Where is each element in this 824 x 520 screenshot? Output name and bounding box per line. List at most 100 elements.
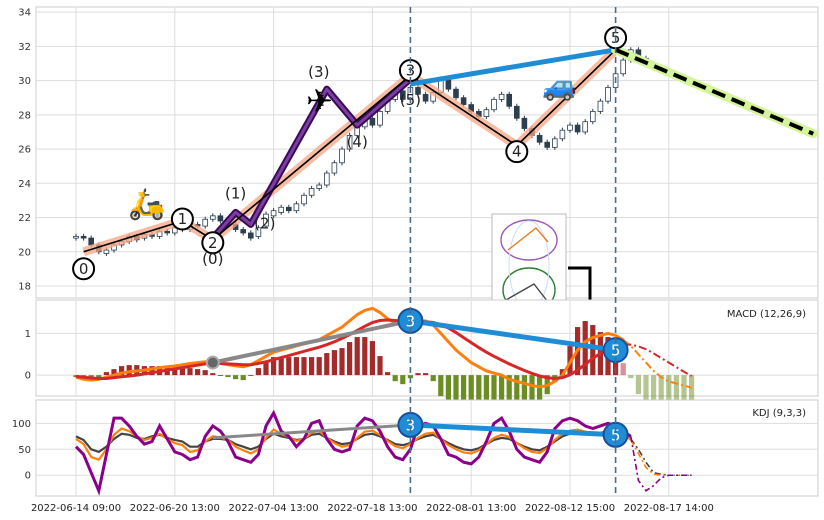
primary-wave-label: 2 [208,234,218,252]
macd-histogram-bar [286,357,292,376]
candle-body [247,232,254,239]
macd-histogram-bar [453,375,459,418]
macd-histogram-bar [423,373,429,376]
candle-body [217,215,224,222]
y-tick-label: 50 [18,445,31,456]
macd-histogram-bar [415,373,421,376]
x-tick-label: 2022-08-01 13:00 [426,503,516,514]
intermediate-wave-label: (4) [347,133,368,151]
x-tick-label: 2022-07-18 13:00 [327,503,417,514]
macd-histogram-bar [673,375,679,415]
candle-body [331,162,338,174]
macd-histogram-bar [255,368,261,376]
candle-body [88,237,95,246]
macd-histogram-bar [309,357,315,376]
macd-histogram-bar [126,365,132,376]
y-tick-label: 26 [18,145,31,156]
y-tick-label: 18 [18,282,31,293]
macd-histogram-bar [651,375,657,418]
x-tick-label: 2022-08-17 14:00 [624,503,714,514]
candle-body [559,129,566,140]
macd-histogram-bar [354,337,360,376]
candle-body [506,93,512,107]
y-tick-label: 1 [25,329,31,340]
macd-histogram-bar [248,375,254,376]
candle-body [293,203,300,212]
candle-body [536,134,543,143]
y-tick-label: 0 [25,371,31,382]
macd-histogram-bar [620,363,626,376]
primary-wave-label: 0 [79,260,89,278]
macd-histogram-bar [635,375,641,395]
macd-histogram-bar [96,375,102,378]
macd-histogram-bar [499,375,505,412]
y-tick-label: 20 [18,247,31,258]
macd-histogram-bar [179,368,185,376]
macd-divergence-start-dot [205,355,220,370]
scooter-emoji: 🛵 [128,187,165,222]
macd-histogram-bar [666,375,672,421]
candle-body [240,229,247,234]
kdj-title: KDJ (9,3,3) [752,408,806,419]
candle-body [308,188,315,196]
macd-histogram-bar [369,341,375,376]
macd-histogram-bar [324,353,330,376]
macd-histogram-bar [681,375,687,409]
macd-histogram-bar [385,372,391,376]
candle-body [80,235,87,239]
candle-body [73,235,79,239]
macd-histogram-bar [461,375,467,421]
macd-histogram-bar [628,375,634,379]
y-tick-label: 32 [18,42,31,53]
macd-histogram-bar [301,357,307,376]
candle-body [582,121,588,133]
macd-histogram-bar [658,375,664,422]
candle-body [339,148,345,164]
candle-body [521,117,528,129]
macd-histogram-bar [111,369,117,376]
candle-body [346,134,353,150]
macd-histogram-bar [407,375,413,379]
intermediate-wave-label: (0) [202,250,223,268]
candle-body [285,206,292,212]
macd-histogram-bar [225,375,231,378]
y-tick-label: 28 [18,110,31,121]
candle-body [415,87,421,95]
macd-dea-forecast [623,343,693,377]
intermediate-wave-label: (3) [308,63,329,81]
macd-histogram-bar [559,369,565,376]
wave-label-circle [170,207,194,231]
x-tick-label: 2022-06-14 09:00 [31,503,121,514]
candle-body [567,124,573,131]
primary-wave-label: 1 [178,210,188,228]
macd-dif-forecast [622,338,692,389]
macd-histogram-bar [195,369,201,376]
candle-body [255,227,262,237]
macd-histogram-bar [476,375,482,422]
y-tick-label: 22 [18,213,31,224]
kdj-divergence-line-gray [212,423,411,440]
candle-body [301,194,307,205]
candle-body [399,90,406,100]
y-tick-label: 100 [12,419,31,430]
macd-histogram-bar [103,372,109,376]
candle-body [605,87,611,102]
macd-histogram-bar [187,368,193,376]
macd-dif-line [75,306,624,389]
candle-body [263,213,269,227]
candle-body [202,218,209,227]
kdj-panel-frame [35,399,819,497]
wave-label-circle [505,140,529,164]
intermediate-wave-inner [211,77,412,240]
candle-body [483,109,490,117]
macd-divergence-line-blue [410,318,616,353]
candle-body [514,105,520,119]
kdj-k-forecast [630,438,692,477]
kdj-divergence-line-blue [410,422,616,438]
candle-body [422,93,429,102]
candle-body [552,138,558,148]
macd-histogram-bar [149,366,155,376]
candle-body [270,210,277,217]
